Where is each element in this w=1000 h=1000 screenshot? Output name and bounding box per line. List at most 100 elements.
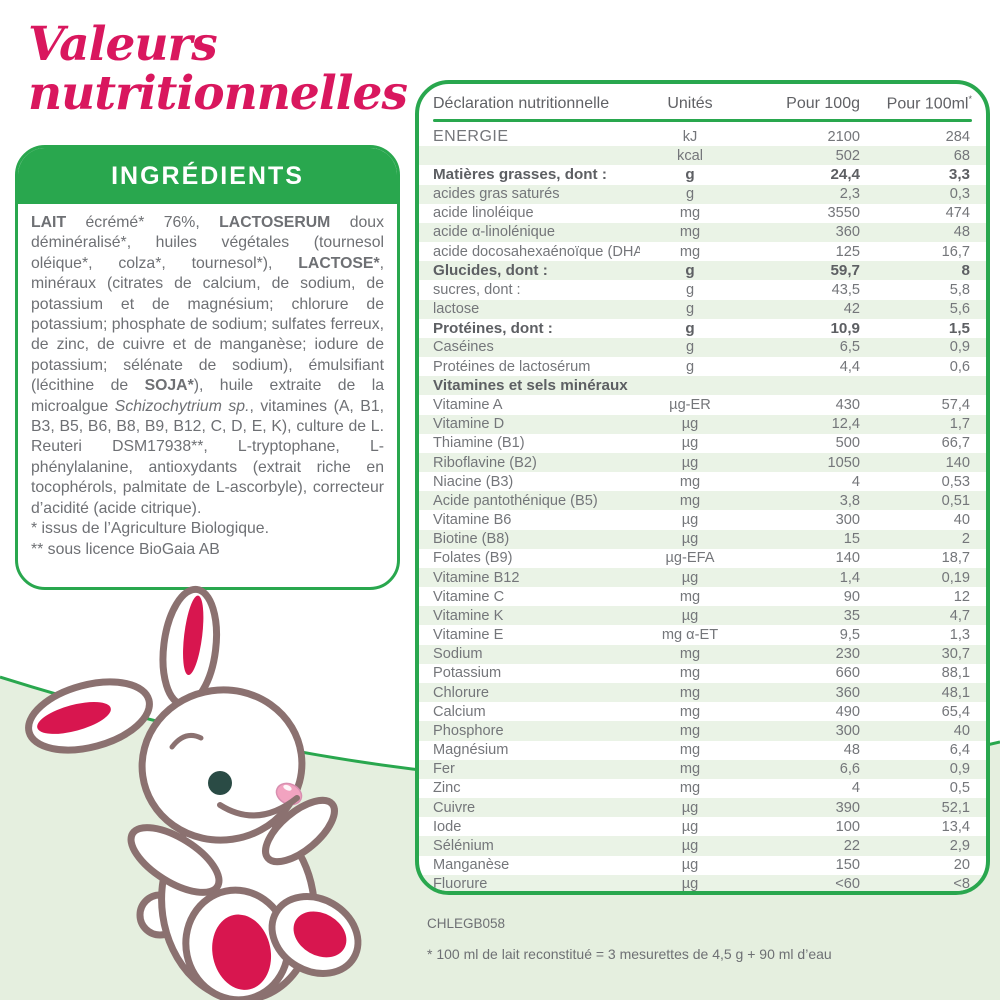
nutrition-cell-label: ENERGIE <box>433 127 509 145</box>
nutrition-cell-g: 3550 <box>827 205 860 222</box>
nutrition-cell-label: Manganèse <box>433 857 510 874</box>
nutrition-cell-g: 22 <box>843 837 860 854</box>
nutrition-cell-unit: mg <box>679 588 701 605</box>
page-title-line2: nutritionnelles <box>28 66 408 121</box>
nutrition-cell-ml: 0,19 <box>941 569 970 586</box>
nutrition-cell-g: 43,5 <box>831 281 860 298</box>
rabbit-ear-side <box>25 678 153 754</box>
nutrition-cell-ml: 0,51 <box>941 492 970 509</box>
nutrition-cell-ml: 140 <box>945 454 970 471</box>
nutrition-cell-unit: mg <box>679 761 701 778</box>
nutrition-cell-unit: mg <box>679 205 701 222</box>
nutrition-cell-g: 48 <box>843 742 860 759</box>
rabbit-illustration <box>25 585 362 1000</box>
nutrition-cell-g: 12,4 <box>831 416 860 433</box>
ingredient-text: ), huile extraite de la microalgue <box>31 377 384 415</box>
nutrition-cell-g: 660 <box>835 665 860 682</box>
nutrition-row: Protéines, dont : g 10,9 1,5 <box>419 319 986 338</box>
nutrition-cell-ml: 30,7 <box>941 646 970 663</box>
nutrition-cell-g: 4 <box>851 473 860 490</box>
nutrition-cell-ml: 474 <box>945 205 970 222</box>
nutrition-row: lactose g 42 5,6 <box>419 299 986 319</box>
nutrition-row: Cuivre µg 390 52,1 <box>419 798 986 818</box>
nutrition-cell-g: 4,4 <box>839 358 860 375</box>
nutrition-row: Sélénium µg 22 2,9 <box>419 836 986 856</box>
nutrition-row: Folates (B9) µg-EFA 140 18,7 <box>419 549 986 568</box>
nutrition-cell-unit: mg <box>679 224 701 241</box>
nutrition-cell-label: Iode <box>433 818 462 835</box>
nutrition-cell-label: Fluorure <box>433 876 488 893</box>
nutrition-cell-ml: 6,4 <box>949 742 970 759</box>
nutrition-row: Biotine (B8) µg 15 2 <box>419 529 986 549</box>
nutrition-cell-g: 42 <box>843 301 860 318</box>
nutrition-cell-unit: µg <box>681 818 699 835</box>
nutrition-cell-unit: g <box>685 301 695 318</box>
nutrition-cell-ml: 48 <box>953 224 970 241</box>
nutrition-cell-label: Potassium <box>433 665 502 682</box>
nutrition-cell-ml: 16,7 <box>941 243 970 260</box>
nutrition-row: Vitamine C mg 90 12 <box>419 587 986 606</box>
nutrition-cell-label: Vitamine K <box>433 607 504 624</box>
ingredient-text: écrémé* 76%, <box>66 214 220 231</box>
header-per-100ml: Pour 100ml* <box>860 94 972 113</box>
nutrition-row: Zinc mg 4 0,5 <box>419 779 986 798</box>
rabbit-arm-left <box>127 824 223 896</box>
nutrition-cell-label: Cuivre <box>433 799 476 816</box>
nutrition-cell-label: Sélénium <box>433 837 494 854</box>
ingredient-latin-name: Schizochytrium sp. <box>114 397 250 415</box>
nutrition-cell-label: Biotine (B8) <box>433 531 510 548</box>
nutrition-row: Sodium mg 230 30,7 <box>419 644 986 664</box>
nutrition-cell-ml: 2 <box>961 531 970 548</box>
nutrition-cell-label: Caséines <box>433 339 494 356</box>
nutrition-cell-label: sucres, dont : <box>433 281 521 298</box>
nutrition-cell-unit: g <box>685 166 695 184</box>
nutrition-cell-g: 59,7 <box>830 262 860 280</box>
nutrition-row: Matières grasses, dont : g 24,4 3,3 <box>419 165 986 184</box>
nutrition-table-header: Déclaration nutritionnelle Unités Pour 1… <box>419 91 986 117</box>
nutrition-row: Vitamine B6 µg 300 40 <box>419 510 986 529</box>
nutrition-cell-label: acide docosahexaénoïque (DHA) <box>433 243 640 260</box>
nutrition-cell-unit: µg <box>681 837 699 854</box>
nutrition-cell-ml: 0,53 <box>941 473 970 490</box>
nutrition-cell-g: 10,9 <box>830 319 860 337</box>
nutrition-cell-g: 90 <box>843 588 860 605</box>
nutrition-cell-label: Vitamine B6 <box>433 512 512 529</box>
nutrition-cell-label: Vitamine E <box>433 627 504 644</box>
nutrition-cell-ml: 65,4 <box>941 703 970 720</box>
nutrition-cell-g: 360 <box>835 224 860 241</box>
nutrition-cell-label: Vitamine D <box>433 416 505 433</box>
nutrition-cell-unit: mg <box>679 780 701 797</box>
nutrition-cell-g: 490 <box>835 703 860 720</box>
nutrition-cell-unit: mg <box>679 742 701 759</box>
nutrition-cell-unit: mg <box>679 243 701 260</box>
nutrition-cell-unit: g <box>685 262 695 280</box>
nutrition-cell-ml: 0,3 <box>949 186 970 203</box>
nutrition-cell-g: 125 <box>835 243 860 260</box>
nutrition-cell-g: 100 <box>835 818 860 835</box>
rabbit-ear-upright <box>159 585 221 709</box>
nutrition-cell-g: 6,5 <box>839 339 860 356</box>
nutrition-table-card: Déclaration nutritionnelle Unités Pour 1… <box>415 80 990 895</box>
ingredients-footnote: ** sous licence BioGaia AB <box>31 540 220 558</box>
nutrition-row: Vitamine A µg-ER 430 57,4 <box>419 395 986 414</box>
ingredients-notes: * issus de l’Agriculture Biologique. ** s… <box>18 519 397 560</box>
nutrition-cell-g: 140 <box>835 550 860 567</box>
nutrition-cell-ml: <8 <box>953 876 970 893</box>
nutrition-cell-unit: µg <box>681 799 699 816</box>
page-title-line1: Valeurs <box>28 17 218 72</box>
rabbit-arm-right <box>262 796 338 866</box>
nutrition-cell-label: Vitamine C <box>433 588 505 605</box>
nutrition-cell-label: acide linoléique <box>433 205 534 222</box>
rabbit-eye <box>208 771 232 795</box>
nutrition-cell-g: 2,3 <box>839 186 860 203</box>
ingredients-footnote: * issus de l’Agriculture Biologique. <box>31 520 269 538</box>
nutrition-cell-ml: 68 <box>953 147 970 164</box>
header-declaration: Déclaration nutritionnelle <box>433 95 610 112</box>
nutrition-cell-label: Protéines, dont : <box>433 319 553 337</box>
page-title: Valeurs nutritionnelles <box>28 17 408 121</box>
nutrition-cell-unit: µg-ER <box>669 396 711 413</box>
nutrition-row: acide linoléique mg 3550 474 <box>419 204 986 223</box>
nutrition-cell-unit: µg <box>681 435 699 452</box>
nutrition-row: acide docosahexaénoïque (DHA) mg 125 16,7 <box>419 242 986 261</box>
